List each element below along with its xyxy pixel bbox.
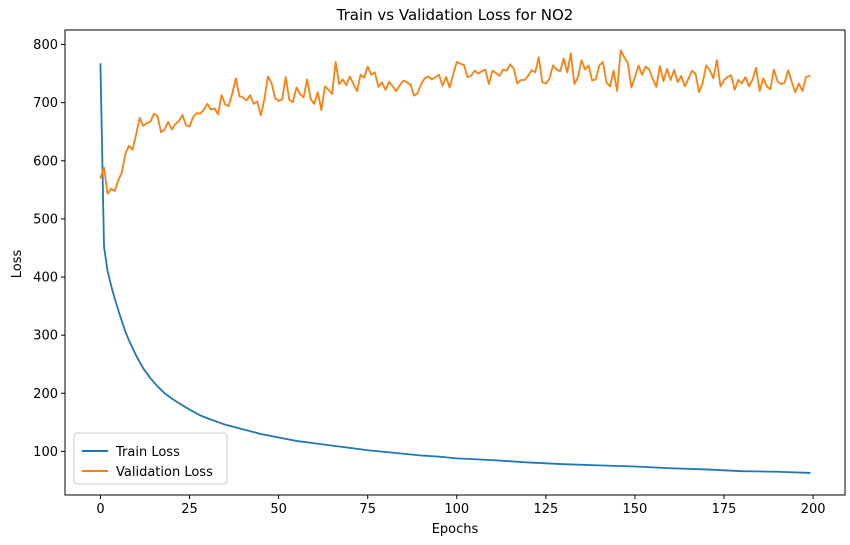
x-tick-label: 25 bbox=[181, 502, 198, 517]
y-tick-label: 800 bbox=[33, 38, 58, 53]
y-axis-label: Loss bbox=[10, 250, 25, 279]
plot-background bbox=[65, 30, 845, 495]
axes-area bbox=[65, 30, 845, 495]
series-line-train-loss bbox=[99, 63, 811, 474]
x-tick-label: 200 bbox=[801, 502, 826, 517]
ticks-layer: 0 25 50 75 100 125 150 175 200 100 200 300 400 500 600… bbox=[33, 38, 825, 517]
x-tick-label: 175 bbox=[712, 502, 737, 517]
legend-label-validation-loss: Validation Loss bbox=[116, 465, 213, 480]
y-tick-label: 600 bbox=[33, 154, 58, 169]
y-tick-label: 200 bbox=[33, 387, 58, 402]
axes-frame bbox=[64, 29, 846, 496]
legend-label-train-loss: Train Loss bbox=[115, 445, 180, 460]
series-layer bbox=[99, 49, 811, 474]
x-axis-label: Epochs bbox=[432, 522, 479, 537]
y-tick-label: 400 bbox=[33, 271, 58, 286]
y-tick-label: 700 bbox=[33, 96, 58, 111]
x-tick-label: 150 bbox=[623, 502, 648, 517]
x-tick-label: 125 bbox=[533, 502, 558, 517]
y-tick-label: 100 bbox=[33, 445, 58, 460]
series-line-validation-loss bbox=[99, 49, 811, 195]
legend-box bbox=[73, 432, 228, 485]
y-tick-label: 500 bbox=[33, 212, 58, 227]
x-tick-label: 50 bbox=[270, 502, 287, 517]
chart-title: Train vs Validation Loss for NO2 bbox=[336, 6, 574, 24]
legend: Train Loss Validation Loss bbox=[73, 432, 228, 485]
y-tick-label: 300 bbox=[33, 329, 58, 344]
x-tick-label: 75 bbox=[359, 502, 376, 517]
x-tick-label: 100 bbox=[444, 502, 469, 517]
plot-frame bbox=[64, 29, 846, 496]
x-tick-label: 0 bbox=[96, 502, 104, 517]
